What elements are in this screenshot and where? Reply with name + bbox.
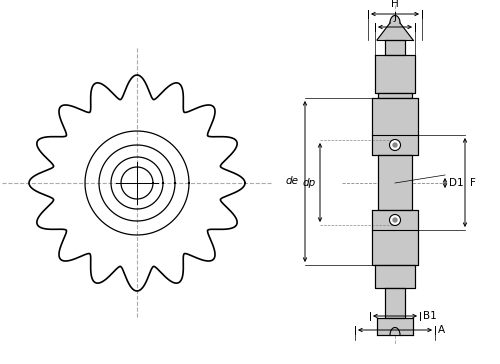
Text: J: J [394,12,396,22]
Circle shape [390,214,400,226]
Polygon shape [390,328,400,335]
Polygon shape [385,288,405,318]
Text: F: F [470,178,476,187]
Text: A: A [438,325,445,335]
Text: B1: B1 [423,311,437,321]
Text: D1: D1 [449,178,464,188]
Circle shape [393,218,397,222]
Polygon shape [378,93,412,98]
Polygon shape [378,155,412,210]
Polygon shape [390,16,400,23]
Circle shape [393,143,397,147]
Polygon shape [375,265,415,288]
Polygon shape [377,23,413,40]
Polygon shape [377,318,413,335]
Text: H: H [391,0,399,9]
Text: dp: dp [303,178,316,187]
Polygon shape [385,40,405,55]
Polygon shape [372,98,418,155]
Polygon shape [375,55,415,93]
Polygon shape [372,210,418,265]
Circle shape [390,139,400,150]
Text: de: de [286,177,299,186]
